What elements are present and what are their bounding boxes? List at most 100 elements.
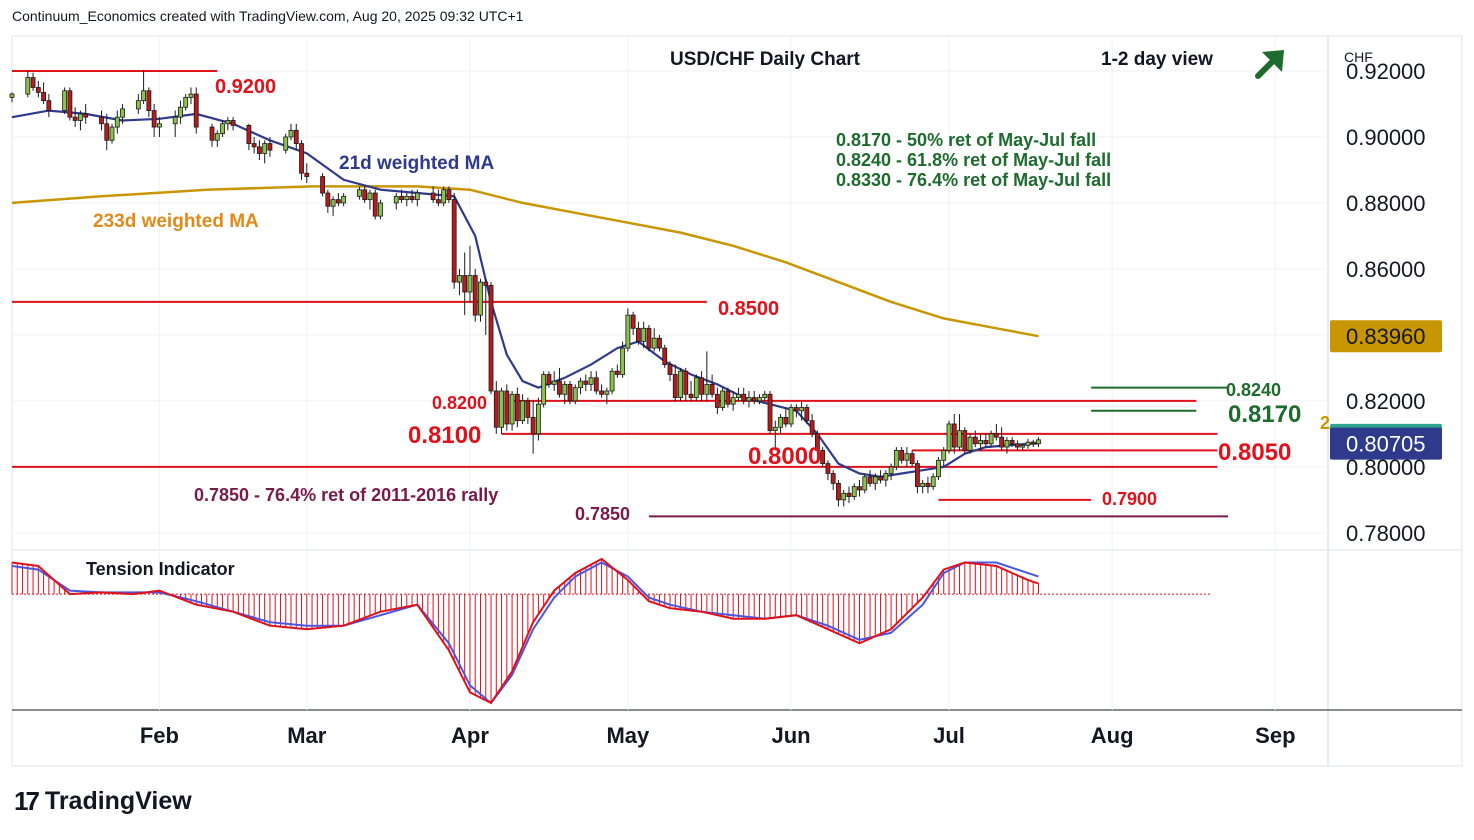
candle: [462, 275, 468, 293]
candle: [214, 133, 220, 141]
candle: [788, 407, 794, 425]
x-tick-label: Feb: [140, 723, 179, 748]
candle: [120, 108, 125, 118]
candles: [9, 70, 1041, 507]
candle: [993, 433, 999, 438]
candle: [399, 195, 404, 201]
candle: [109, 126, 115, 141]
candle: [741, 393, 747, 402]
candle: [814, 433, 820, 451]
candle: [246, 125, 252, 144]
candle: [872, 476, 878, 484]
candle: [83, 113, 89, 118]
candle: [704, 383, 710, 395]
tradingview-logo: 17 TradingView: [14, 786, 192, 816]
candle: [588, 377, 594, 385]
candle: [625, 314, 631, 349]
candle: [999, 436, 1005, 448]
candle: [41, 92, 46, 102]
candle: [988, 433, 994, 445]
label-0.8170: 0.8170: [1228, 401, 1301, 428]
candle: [941, 449, 947, 461]
candle: [772, 426, 778, 431]
candle: [936, 459, 941, 478]
candle: [230, 120, 236, 126]
candle: [583, 380, 589, 385]
label-0.8240: 0.8240: [1226, 380, 1281, 400]
candle: [530, 416, 536, 435]
candle: [830, 473, 836, 484]
candle: [99, 116, 104, 125]
price-badge-label: 0.83960: [1346, 324, 1426, 349]
candle: [30, 77, 36, 88]
fib-note: 0.8240 - 61.8% ret of May-Jul fall: [836, 150, 1111, 170]
candle: [541, 374, 547, 405]
candle: [320, 176, 325, 194]
attribution-text: Continuum_Economics created with Trading…: [12, 8, 524, 24]
candle: [662, 347, 668, 365]
candle: [67, 90, 73, 118]
candle: [562, 383, 568, 395]
currency-label: CHF: [1344, 49, 1373, 65]
y-tick-label: 0.78000: [1346, 521, 1426, 546]
candle: [504, 390, 510, 425]
candle: [293, 129, 299, 144]
candle: [262, 143, 268, 154]
candle: [804, 407, 810, 422]
candle: [367, 192, 373, 201]
candle: [762, 393, 768, 398]
candle: [825, 463, 831, 474]
candle: [867, 476, 873, 484]
candle: [446, 189, 452, 201]
candle: [209, 126, 215, 141]
candle: [667, 364, 673, 375]
fib-note: 0.8330 - 76.4% ret of May-Jul fall: [836, 170, 1111, 190]
candle: [751, 397, 757, 402]
x-tick-label: Apr: [451, 723, 489, 748]
candle: [620, 347, 626, 375]
label-0.7850: 0.7850: [575, 504, 630, 524]
candle: [404, 195, 410, 201]
candle: [767, 393, 773, 431]
candle: [193, 93, 199, 128]
axes: 0.920000.900000.880000.860000.840000.820…: [140, 49, 1442, 748]
candle: [378, 202, 383, 217]
candle: [688, 393, 694, 398]
candle: [172, 116, 178, 125]
label-0.8200: 0.8200: [432, 393, 487, 413]
ti-slow-line: [11, 561, 1039, 705]
label-0.8000: 0.8000: [748, 443, 821, 470]
candle: [409, 195, 415, 201]
candle: [567, 383, 573, 402]
candle: [888, 466, 894, 474]
label-0.8100: 0.8100: [408, 422, 481, 449]
candle: [736, 393, 741, 398]
candle: [135, 100, 141, 110]
y-tick-label: 0.90000: [1346, 125, 1426, 150]
ma-233-label: 233d weighted MA: [93, 211, 259, 232]
moving-averages: [11, 109, 1039, 478]
candle: [709, 383, 715, 395]
x-tick-label: Jun: [772, 723, 811, 748]
candle: [141, 90, 147, 102]
candle: [893, 449, 899, 468]
candle: [604, 390, 610, 395]
candle: [1030, 441, 1036, 445]
candle: [572, 387, 578, 402]
candle: [156, 123, 162, 128]
candle: [414, 192, 420, 201]
candle: [820, 449, 826, 464]
candle: [930, 476, 936, 488]
candle: [430, 192, 436, 201]
x-tick-label: May: [606, 723, 650, 748]
label-0.9200: 0.9200: [215, 76, 276, 98]
candle: [557, 380, 562, 395]
candle: [335, 199, 341, 204]
candle: [257, 146, 262, 154]
candle: [951, 423, 957, 448]
up-right-arrow-icon: [1255, 50, 1284, 79]
candle: [435, 199, 441, 204]
candle: [341, 195, 347, 204]
candle: [678, 370, 683, 398]
candle: [467, 275, 473, 293]
